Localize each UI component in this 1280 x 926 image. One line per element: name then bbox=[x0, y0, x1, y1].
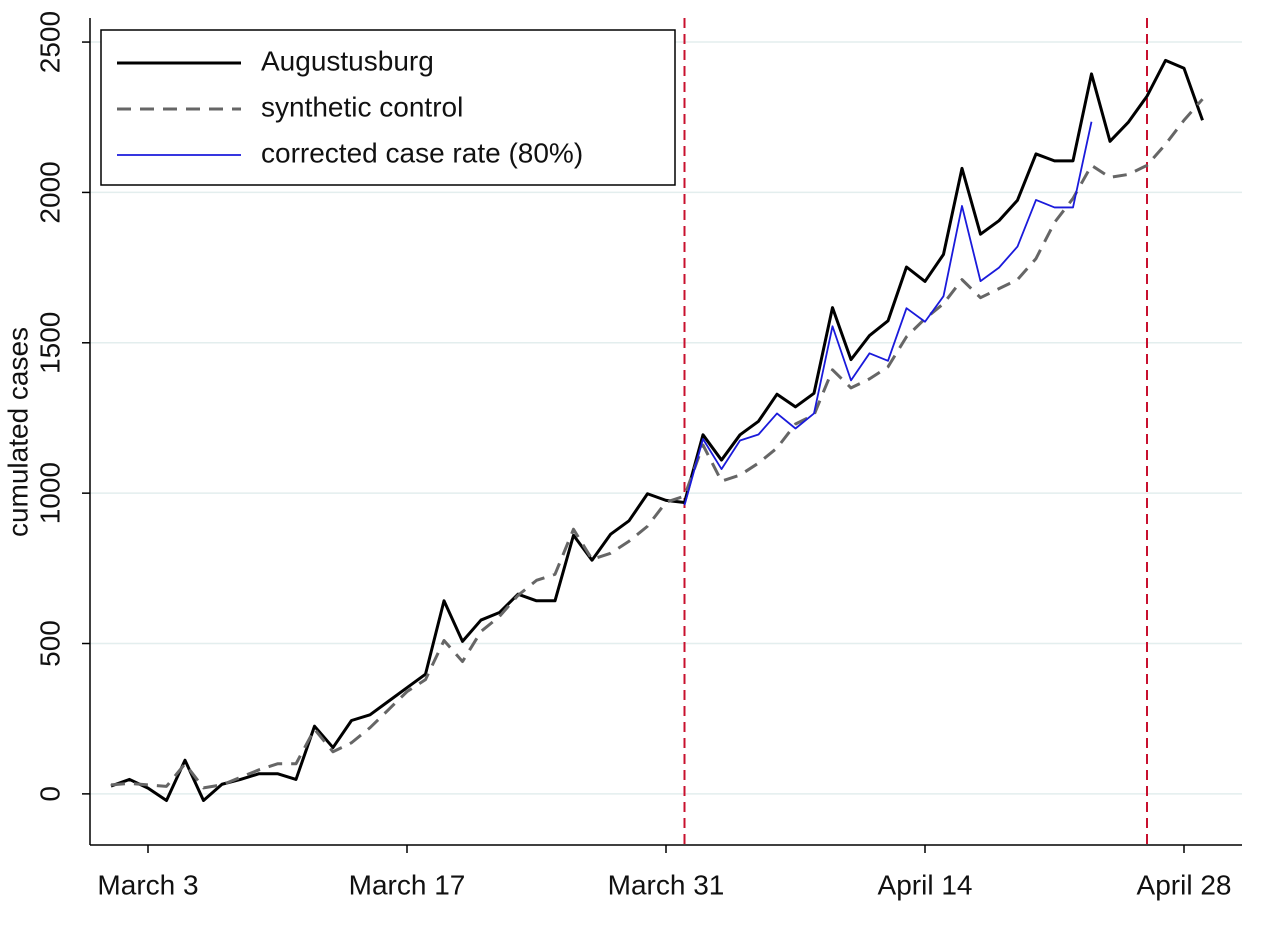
y-tick-label: 0 bbox=[34, 786, 65, 802]
legend-label: synthetic control bbox=[261, 91, 463, 122]
y-tick-label: 1500 bbox=[34, 312, 65, 374]
series-line bbox=[110, 58, 1204, 802]
x-tick-label: April 28 bbox=[1137, 869, 1232, 900]
x-tick-label: March 3 bbox=[97, 869, 198, 900]
series-line bbox=[110, 98, 1204, 790]
legend-label: corrected case rate (80%) bbox=[261, 137, 583, 168]
legend-label: Augustusburg bbox=[261, 45, 434, 76]
x-tick-label: April 14 bbox=[878, 869, 973, 900]
y-tick-label: 500 bbox=[34, 620, 65, 667]
y-axis-label: cumulated cases bbox=[2, 327, 33, 537]
y-tick-label: 1000 bbox=[34, 462, 65, 524]
x-tick-label: March 17 bbox=[349, 869, 466, 900]
y-tick-label: 2500 bbox=[34, 11, 65, 73]
x-tick-label: March 31 bbox=[608, 869, 725, 900]
series-line bbox=[683, 121, 1093, 506]
y-tick-label: 2000 bbox=[34, 161, 65, 223]
